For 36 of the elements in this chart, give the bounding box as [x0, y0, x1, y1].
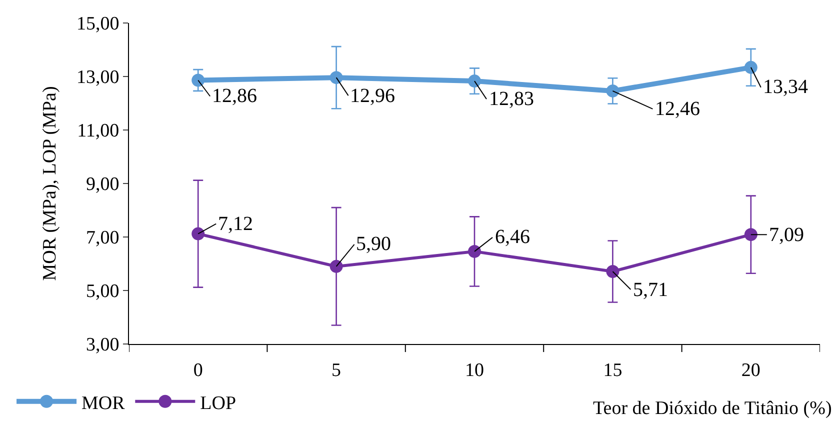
y-tick-label: 9,00	[86, 174, 120, 196]
point	[606, 265, 620, 278]
x-tick-label: 0	[193, 360, 203, 381]
y-tick-label: 13,00	[76, 67, 120, 88]
legend-label: LOP	[200, 392, 236, 414]
data-label: 5,90	[356, 233, 391, 255]
point	[330, 71, 343, 84]
point	[468, 74, 481, 88]
data-label: 12,96	[350, 85, 395, 107]
data-label: 12,83	[489, 88, 534, 110]
point	[330, 260, 343, 273]
point	[744, 228, 758, 242]
y-tick-label: 15,00	[76, 14, 120, 35]
legend-label: MOR	[82, 392, 126, 414]
y-tick-label: 7,00	[86, 228, 120, 249]
x-tick-label: 5	[332, 360, 342, 381]
data-label: 5,71	[633, 279, 668, 301]
y-axis-title: MOR (MPa), LOP (MPa)	[39, 86, 60, 281]
x-tick-label: 10	[465, 360, 484, 381]
point	[192, 227, 205, 240]
y-tick-label: 5,00	[86, 281, 120, 302]
point	[468, 244, 481, 258]
x-axis-title: Teor de Dióxido de Titânio (%)	[593, 398, 832, 419]
data-label: 6,46	[495, 226, 530, 248]
x-tick-label: 20	[741, 360, 760, 381]
data-label: 13,34	[763, 76, 808, 98]
data-label: 7,12	[218, 213, 253, 235]
point	[744, 60, 758, 74]
x-tick-label: 15	[603, 360, 622, 381]
y-tick-label: 11,00	[77, 120, 120, 142]
point	[192, 74, 205, 87]
data-label: 7,09	[769, 224, 804, 246]
data-label: 12,46	[655, 98, 700, 120]
point	[606, 84, 620, 98]
data-label: 12,86	[212, 85, 257, 107]
y-tick-label: 3,00	[86, 334, 120, 356]
